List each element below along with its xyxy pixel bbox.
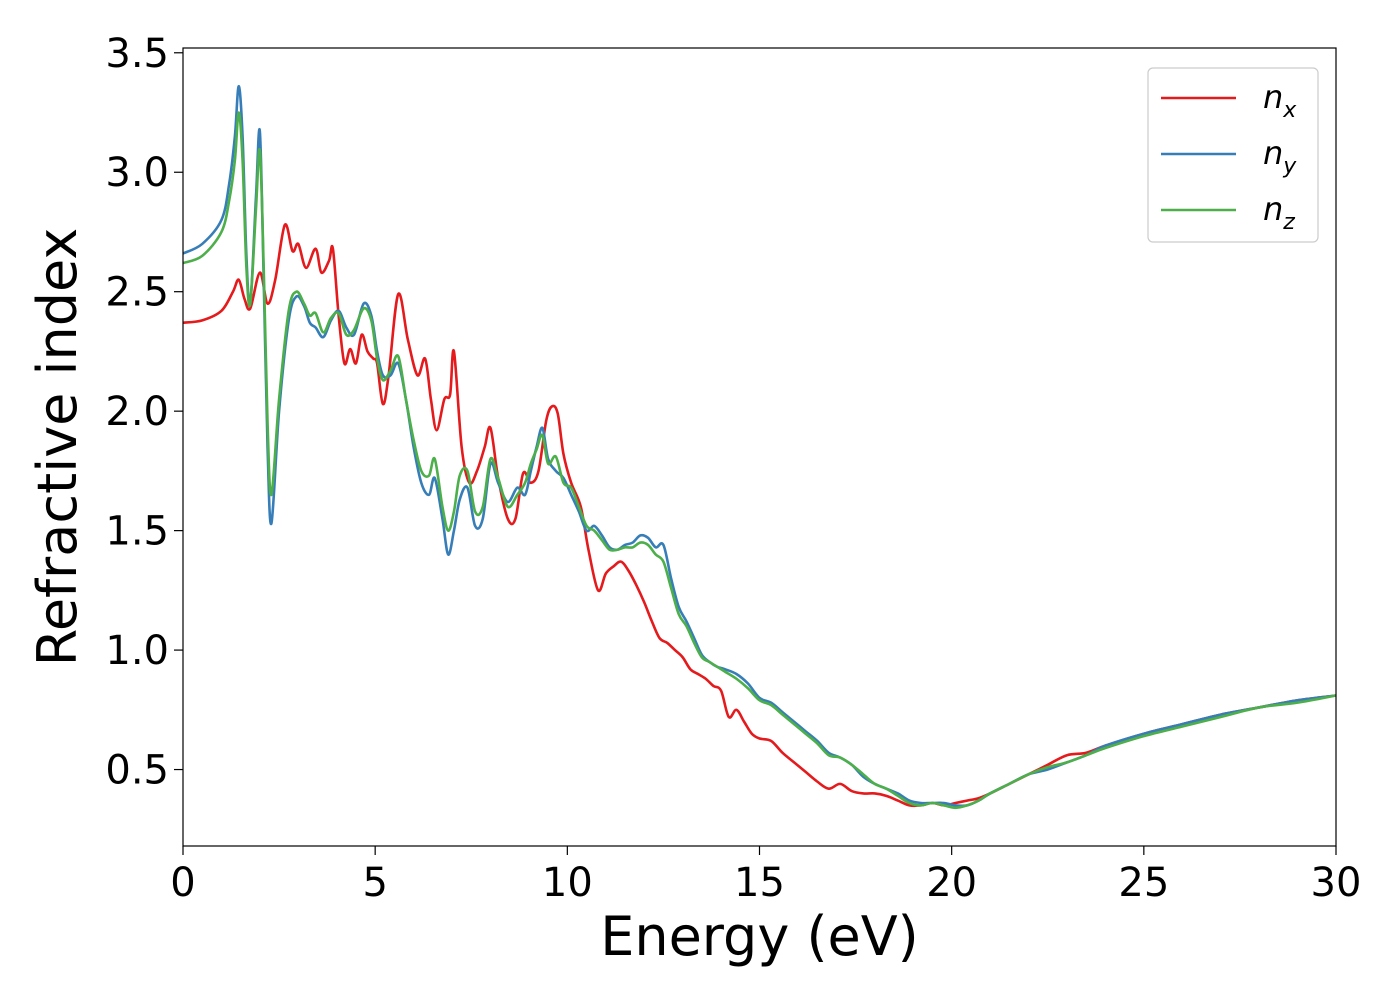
legend-label-z: nz: [1263, 190, 1295, 235]
x-tick-label: 0: [170, 860, 195, 906]
series-line-z: [183, 111, 1336, 810]
x-tick-label: 25: [1118, 860, 1169, 906]
y-tick-label: 0.5: [105, 748, 169, 794]
y-tick-label: 3.5: [105, 31, 169, 77]
x-axis-label: Energy (eV): [600, 905, 919, 968]
x-tick-label: 20: [926, 860, 977, 906]
x-tick-label: 5: [362, 860, 387, 906]
series-lines: [183, 84, 1336, 810]
x-tick-label: 30: [1311, 860, 1362, 906]
y-axis: 0.5 1.0 1.5 2.0 2.5 3.0 3.5: [105, 31, 183, 794]
y-axis-label: Refractive index: [26, 228, 89, 667]
legend-label-x: nx: [1263, 78, 1297, 123]
y-tick-label: 1.5: [105, 509, 169, 555]
series-line-y: [183, 84, 1336, 808]
y-tick-label: 1.0: [105, 628, 169, 674]
y-tick-label: 3.0: [105, 150, 169, 196]
x-tick-label: 15: [734, 860, 785, 906]
y-tick-label: 2.5: [105, 270, 169, 316]
y-tick-label: 2.0: [105, 389, 169, 435]
x-tick-label: 10: [542, 860, 593, 906]
legend: nx ny nz: [1147, 67, 1319, 243]
series-line-x: [183, 223, 1336, 808]
x-axis: 0 5 10 15 20 25 30: [170, 846, 1361, 906]
legend-label-y: ny: [1263, 134, 1297, 179]
